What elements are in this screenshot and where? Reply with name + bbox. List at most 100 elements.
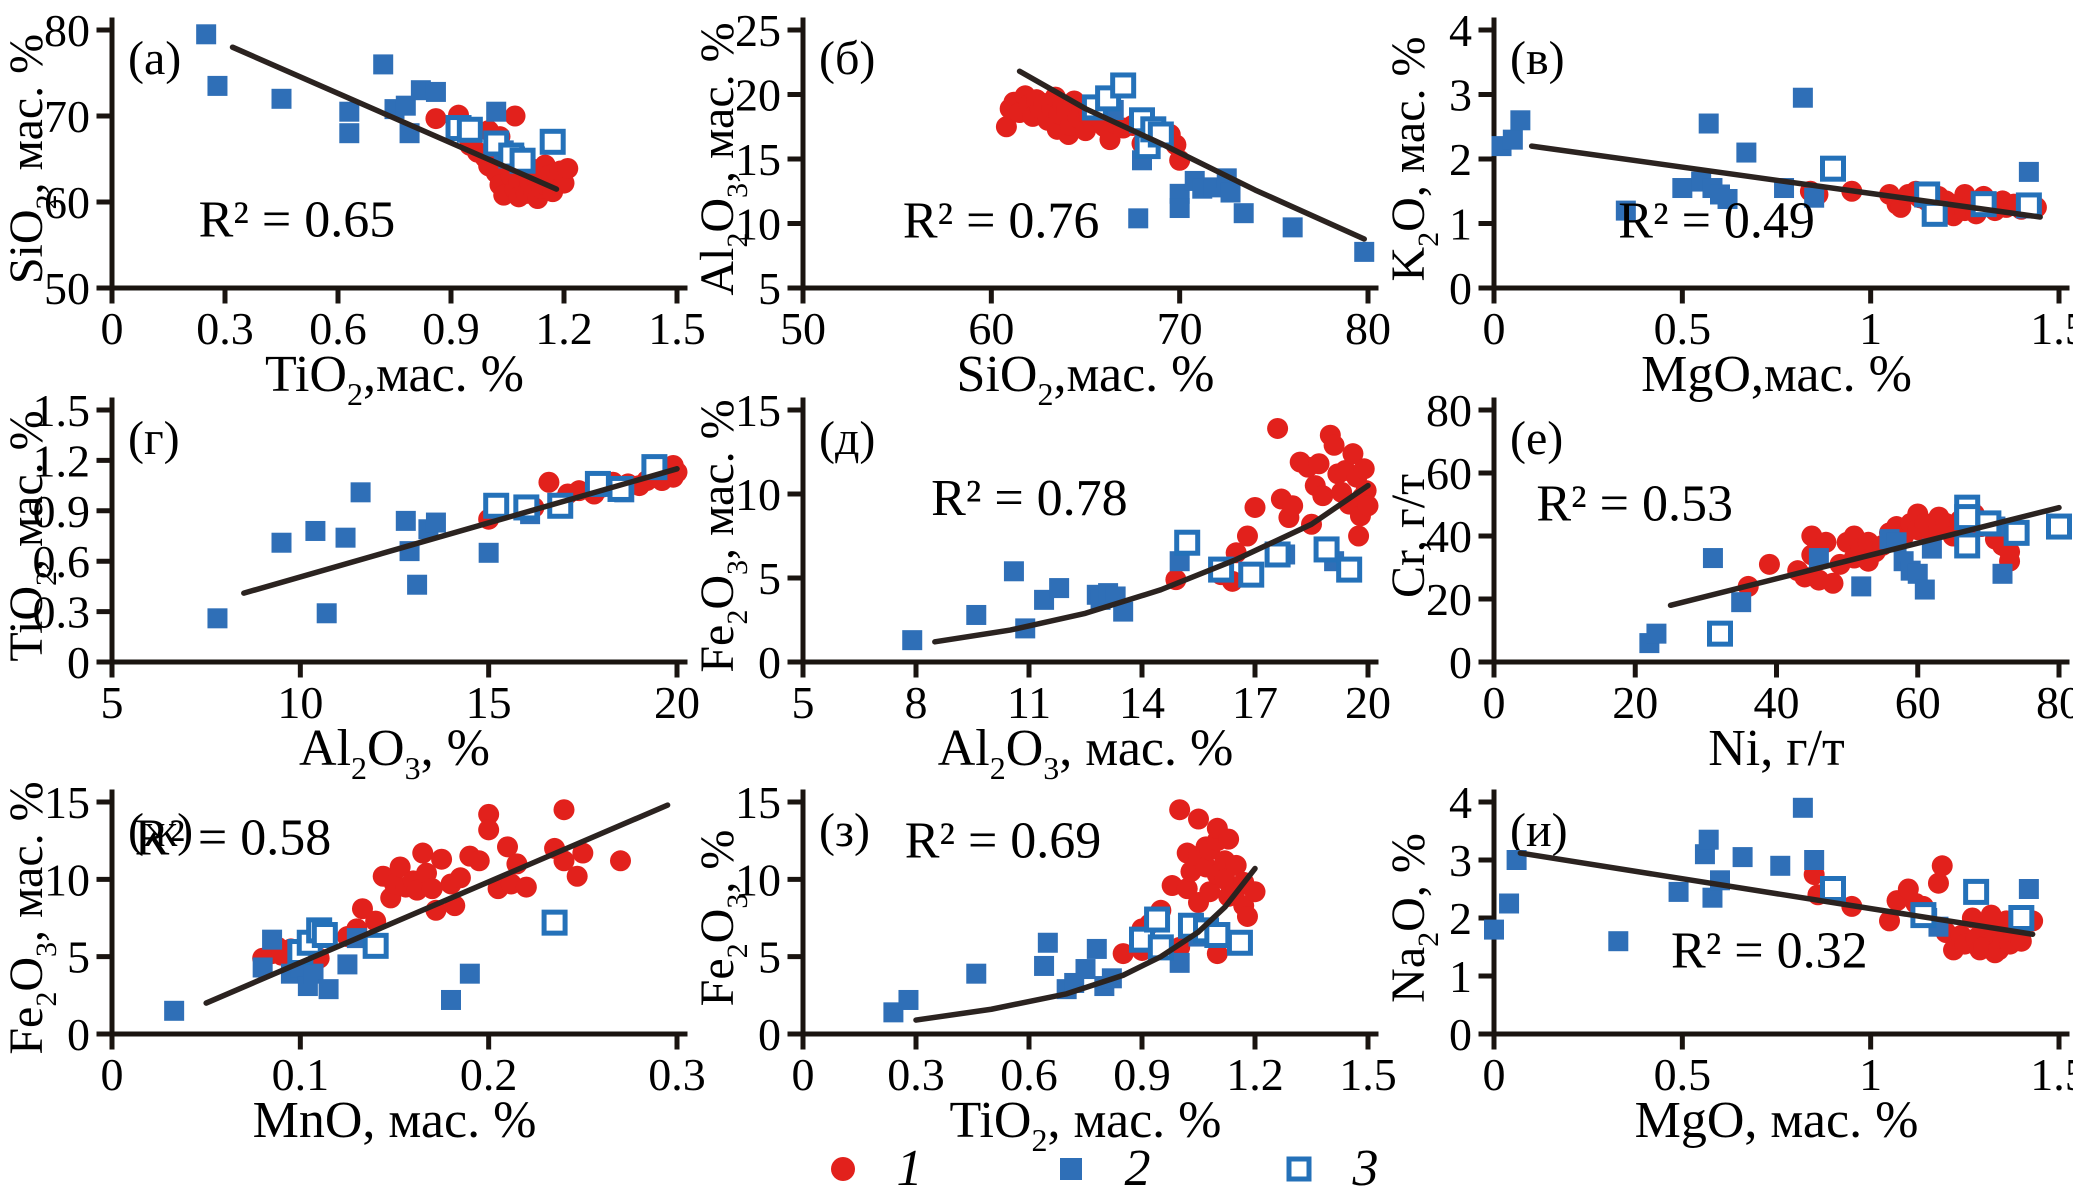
y-axis-label: Cr, г/т	[1382, 474, 1435, 598]
data-point-square	[1770, 855, 1791, 876]
scatter-panel-g: 5 10 15 20 00.30.60.91.21.5 Al2O3, % TiO2, мас…	[0, 385, 700, 786]
data-point-square	[1804, 850, 1825, 870]
trend-line	[203, 802, 671, 1006]
x-tick-label: 0	[101, 303, 124, 354]
data-point-open-square	[1204, 922, 1231, 949]
data-point-circle	[1236, 905, 1258, 927]
data-point-square	[252, 957, 273, 978]
x-tick-label: 50	[780, 303, 826, 354]
data-point-square	[207, 75, 228, 96]
series-3-points	[1707, 494, 2072, 647]
y-tick-label: 15	[44, 777, 90, 828]
panel-letter: (б)	[819, 32, 875, 85]
series-1-points	[1165, 417, 1379, 592]
data-point-square	[966, 604, 987, 625]
x-tick-label: 5	[792, 677, 815, 728]
axes	[96, 789, 688, 1050]
data-point-circle	[1218, 828, 1240, 850]
x-tick-label: 0	[792, 1049, 815, 1100]
data-point-square	[373, 54, 394, 75]
x-tick-label: 70	[1157, 303, 1203, 354]
data-point-circle	[1244, 496, 1266, 518]
data-point-square	[883, 1002, 904, 1023]
x-tick-label: 40	[1754, 677, 1800, 728]
x-tick-label: 0.1	[272, 1049, 330, 1100]
data-point-open-square	[1820, 876, 1846, 902]
data-point-square	[337, 954, 358, 975]
y-tick-label: 15	[735, 385, 781, 436]
trend-line	[1517, 850, 2036, 937]
data-point-square	[1702, 887, 1723, 908]
x-tick-label: 0.2	[460, 1049, 518, 1100]
blue-filled-square-icon	[1059, 1157, 1082, 1180]
panel-letter: (з)	[819, 804, 870, 857]
legend-item-2: 2	[1051, 1142, 1151, 1195]
axes	[787, 17, 1379, 304]
trend-line	[241, 466, 680, 596]
data-point-square	[305, 520, 326, 541]
data-point-circle	[1879, 910, 1900, 932]
y-tick-label: 2	[1449, 893, 1472, 944]
axes	[1478, 17, 2070, 304]
panel-letter: (ж)	[128, 804, 193, 857]
data-point-square	[407, 574, 428, 595]
y-tick-label: 60	[44, 177, 90, 228]
y-tick-label: 80	[1426, 385, 1472, 436]
data-point-circle	[610, 850, 631, 872]
data-point-square	[425, 512, 446, 533]
data-point-square	[1717, 188, 1738, 209]
y-tick-label: 15	[735, 134, 781, 185]
trend-line	[1667, 504, 2062, 609]
data-point-circle	[1169, 799, 1191, 821]
x-tick-label: 11	[1007, 677, 1051, 728]
x-tick-label: 0.9	[422, 303, 480, 354]
x-tick-label: 20	[1345, 677, 1391, 728]
data-point-square	[271, 88, 292, 109]
data-point-square	[410, 80, 431, 101]
x-axis-label: Al2O3, мас. %	[938, 720, 1234, 786]
x-tick-label: 0.9	[1113, 1049, 1171, 1100]
data-point-square	[1702, 548, 1723, 569]
x-tick-label: 1.2	[1226, 1049, 1284, 1100]
series-2-points	[1639, 516, 2013, 654]
data-point-circle	[1822, 572, 1844, 594]
panel-letter: (в)	[1510, 32, 1565, 85]
x-tick-label: 60	[968, 303, 1014, 354]
r2-label: R² = 0.32	[1671, 922, 1868, 979]
y-tick-label: 80	[44, 5, 90, 56]
data-point-square	[350, 482, 371, 503]
y-axis-label: Fe2O3, мас. %	[691, 399, 754, 672]
data-point-circle	[1225, 854, 1247, 876]
scatter-panel-i: 00.511.501234MgO, мас. %Na2O, %(и)R² = 0…	[1382, 777, 2073, 1149]
legend-marker-open-square	[1286, 1156, 1311, 1181]
scatter-panel-a: 0 0.3 0.6 0.9 1.2 1.5 50 60 70 80 TiO2,мас. % SiO2,…	[0, 5, 706, 412]
data-point-circle	[1244, 881, 1266, 903]
blue-open-square-icon	[1286, 1156, 1311, 1181]
data-point-square	[1075, 959, 1096, 980]
data-point-square	[1914, 579, 1935, 600]
data-point-square	[164, 1000, 185, 1021]
data-point-square	[1668, 881, 1689, 902]
x-tick-label: 0.3	[887, 1049, 945, 1100]
data-point-square	[318, 979, 339, 1000]
y-tick-label: 4	[1449, 5, 1472, 56]
data-point-circle	[468, 850, 490, 872]
axes	[96, 397, 688, 678]
data-point-square	[1499, 893, 1520, 914]
data-point-circle	[557, 157, 579, 179]
data-point-open-square	[509, 147, 536, 174]
x-tick-label: 0	[1483, 303, 1506, 354]
data-point-circle	[666, 461, 688, 483]
data-point-square	[1672, 178, 1693, 199]
data-point-circle	[504, 105, 526, 127]
legend-marker-circle	[830, 1156, 855, 1181]
x-tick-label: 5	[101, 677, 124, 728]
data-point-square	[1792, 87, 1813, 108]
legend-item-1: 1	[823, 1142, 923, 1195]
trend-line	[1016, 68, 1367, 242]
data-point-square	[441, 989, 461, 1010]
y-tick-label: 0	[1449, 1009, 1472, 1060]
data-point-square	[1851, 576, 1872, 597]
data-point-square	[339, 101, 360, 122]
data-point-circle	[1112, 943, 1134, 965]
